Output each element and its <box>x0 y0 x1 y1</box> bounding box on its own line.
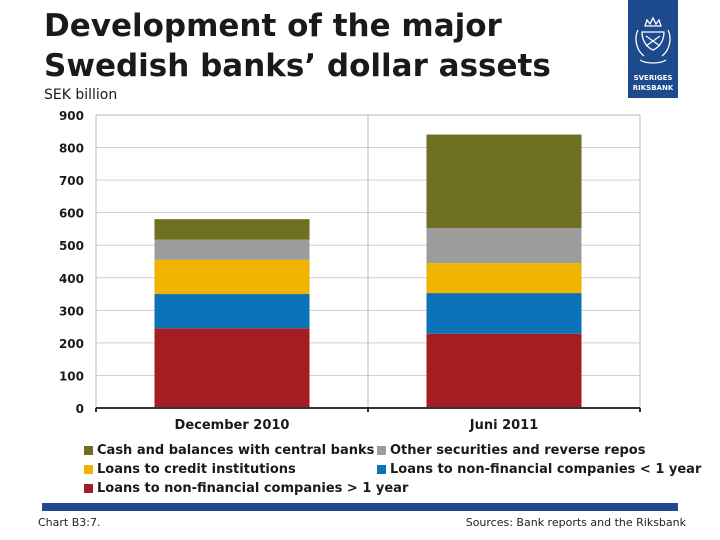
x-tick-label: December 2010 <box>175 418 290 433</box>
logo-text-line2: RIKSBANK <box>633 84 674 92</box>
y-tick-label: 400 <box>59 272 84 286</box>
legend-swatch <box>84 465 93 474</box>
legend-swatch <box>377 465 386 474</box>
chart-title: Development of the major Swedish banks’ … <box>44 8 551 84</box>
bar-segment <box>154 239 310 260</box>
legend-item: Loans to non-financial companies < 1 yea… <box>377 462 701 477</box>
bar-segment <box>426 227 582 264</box>
y-axis-unit-label: SEK billion <box>44 87 117 103</box>
bar-segment <box>154 219 310 240</box>
bar-segment <box>426 263 582 294</box>
y-tick-label: 800 <box>59 142 84 156</box>
legend-item: Loans to credit institutions <box>84 462 296 477</box>
y-tick-label: 900 <box>59 109 84 123</box>
legend-label: Loans to non-financial companies > 1 yea… <box>97 481 409 496</box>
y-tick-label: 700 <box>59 174 84 188</box>
y-tick-label: 100 <box>59 369 84 383</box>
legend-item: Other securities and reverse repos <box>377 443 645 458</box>
legend-item: Loans to non-financial companies > 1 yea… <box>84 481 408 496</box>
footer-bar <box>42 503 678 511</box>
chart-source: Sources: Bank reports and the Riksbank <box>465 516 686 529</box>
bar-segment <box>154 328 310 408</box>
legend-item: Cash and balances with central banks <box>84 443 374 458</box>
y-tick-label: 300 <box>59 304 84 318</box>
riksbank-crest-icon: SVERIGES RIKSBANK <box>633 16 674 92</box>
bar-segment <box>426 333 582 408</box>
legend-label: Cash and balances with central banks <box>97 443 375 458</box>
legend-label: Loans to credit institutions <box>97 462 296 477</box>
logo-text-line1: SVERIGES <box>634 74 673 82</box>
legend-swatch <box>84 446 93 455</box>
bar-segment <box>154 259 310 295</box>
x-tick-label: Juni 2011 <box>469 418 539 433</box>
bar-segment <box>426 293 582 334</box>
y-tick-label: 200 <box>59 337 84 351</box>
bar-segment <box>426 134 582 228</box>
y-tick-label: 0 <box>76 402 84 416</box>
bar-segment <box>154 294 310 329</box>
legend-swatch <box>84 484 93 493</box>
legend-label: Loans to non-financial companies < 1 yea… <box>390 462 702 477</box>
y-tick-label: 600 <box>59 207 84 221</box>
legend-swatch <box>377 446 386 455</box>
chart-number: Chart B3:7. <box>38 516 101 529</box>
riksbank-logo: SVERIGES RIKSBANK <box>628 0 678 98</box>
y-tick-label: 500 <box>59 239 84 253</box>
legend-label: Other securities and reverse repos <box>390 443 646 458</box>
